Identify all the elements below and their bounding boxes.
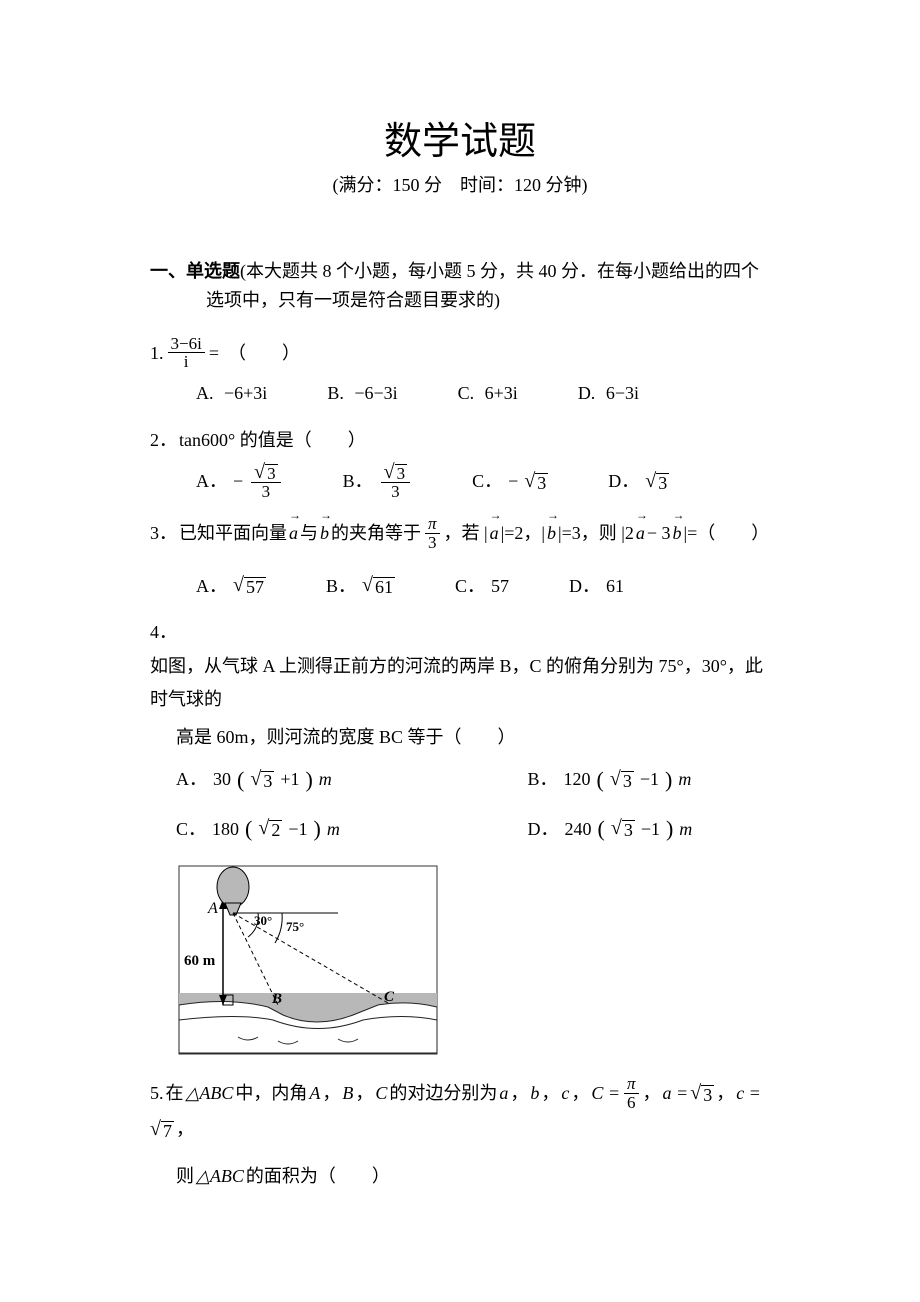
svg-text:C: C <box>384 989 395 1005</box>
section-heading: 一、单选题(本大题共 8 个小题，每小题 5 分，共 40 分．在每小题给出的四… <box>206 257 770 315</box>
q2-option-a: A．− √3 3 <box>196 462 283 501</box>
q4-option-d: D．240(√3−1)m <box>528 809 771 849</box>
q3-option-c: C．57 <box>455 570 509 602</box>
q4-diagram: A 30° 75° 60 m B C <box>178 865 438 1055</box>
vector-a: a <box>289 517 298 549</box>
q1-fraction: 3−6i i <box>168 335 205 372</box>
q1-option-c: C. 6+3i <box>458 377 518 409</box>
triangle-abc: ABC <box>186 1077 234 1109</box>
question-2: 2． tan600° 的值是（ ） A．− √3 3 B． √3 3 C．−√3… <box>150 424 770 501</box>
q2-option-b: B． √3 3 <box>343 462 413 501</box>
q3-number: 3． <box>150 517 177 549</box>
q3-option-a: A．√57 <box>196 570 266 602</box>
q2-option-c: C．−√3 <box>472 465 548 497</box>
svg-text:30°: 30° <box>254 913 272 928</box>
q4-options: A．30(√3+1)m B．120(√3−1)m C．180(√2−1)m D．… <box>150 760 770 849</box>
q1-number: 1. <box>150 337 164 369</box>
vector-b: b <box>320 517 329 549</box>
svg-text:B: B <box>271 991 282 1007</box>
q3-options: A．√57 B．√61 C．57 D．61 <box>150 570 770 602</box>
q5-fraction: π 6 <box>624 1075 639 1112</box>
svg-text:75°: 75° <box>286 919 304 934</box>
q5-number: 5. <box>150 1077 164 1109</box>
q3-option-b: B．√61 <box>326 570 395 602</box>
q1-options: A. −6+3i B. −6−3i C. 6+3i D. 6−3i <box>150 377 770 409</box>
q2-text: tan600° 的值是（ ） <box>179 424 366 456</box>
svg-text:60 m: 60 m <box>184 953 216 969</box>
q4-option-a: A．30(√3+1)m <box>176 760 418 800</box>
section-name: 单选题 <box>186 261 240 281</box>
q2-options: A．− √3 3 B． √3 3 C．−√3 D．√3 <box>150 462 770 501</box>
q4-option-b: B．120(√3−1)m <box>528 760 771 800</box>
q4-option-c: C．180(√2−1)m <box>176 809 418 849</box>
q3-option-d: D．61 <box>569 570 624 602</box>
q4-number: 4． <box>150 616 177 648</box>
svg-text:A: A <box>207 900 218 917</box>
q1-option-a: A. −6+3i <box>196 377 267 409</box>
q2-number: 2． <box>150 424 177 456</box>
section-desc: (本大题共 8 个小题，每小题 5 分，共 40 分．在每小题给出的四个选项中，… <box>206 261 759 310</box>
question-4: 4． 如图，从气球 A 上测得正前方的河流的两岸 B，C 的俯角分别为 75°，… <box>150 616 770 1055</box>
q1-after: = （ ） <box>209 337 300 369</box>
question-3: 3． 已知平面向量 a 与 b 的夹角等于 π 3 ，若 | a |=2，| b… <box>150 515 770 602</box>
question-1: 1. 3−6i i = （ ） A. −6+3i B. −6−3i C. 6+3… <box>150 335 770 410</box>
question-5: 5. 在 ABC 中，内角 A， B， C 的对边分别为 a， b， c ， C… <box>150 1075 770 1192</box>
section-label: 一、 <box>150 261 186 281</box>
q1-option-b: B. −6−3i <box>327 377 397 409</box>
q1-option-d: D. 6−3i <box>578 377 639 409</box>
page-subtitle: (满分：150 分 时间：120 分钟) <box>150 171 770 197</box>
q2-option-d: D．√3 <box>608 465 669 497</box>
page-title: 数学试题 <box>150 110 770 165</box>
q3-fraction: π 3 <box>425 515 440 552</box>
